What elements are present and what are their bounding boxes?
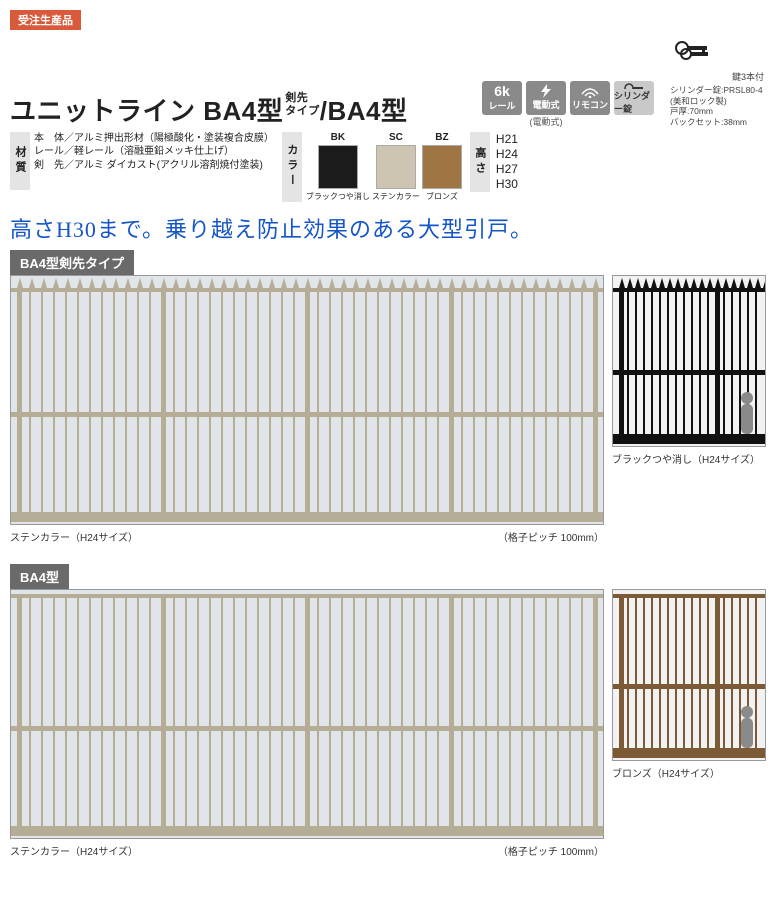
wifi-icon (580, 84, 600, 98)
caption-row: ステンカラー（H24サイズ） （格子ピッチ 100mm） (10, 529, 604, 544)
material-body: 本 体／アルミ押出形材（陽極酸化・塗装複合皮膜） レール／軽レール（溶融亜鉛メッ… (34, 132, 274, 190)
cyl-line3: 戸厚:70mm (670, 106, 763, 117)
swatch-box (318, 145, 358, 189)
photo-frame (10, 275, 604, 525)
height-list: H21H24H27H30 (496, 132, 518, 192)
title-main-text: ユニットライン BA4型 (10, 96, 283, 126)
height-head: 高さ (470, 132, 490, 192)
height-item: H24 (496, 147, 518, 162)
height-item: H30 (496, 177, 518, 192)
remote-label: リモコン (572, 98, 608, 111)
caption-right: （格子ピッチ 100mm） (498, 529, 604, 544)
title-subtype: 剣先タイプ (285, 92, 320, 116)
swatch-code: BK (331, 132, 345, 143)
material-block: 材質 本 体／アルミ押出形材（陽極酸化・塗装複合皮膜） レール／軽レール（溶融亜… (10, 132, 274, 190)
swatch-name: ブラックつや消し (306, 191, 370, 202)
caption-row: ブロンズ（H24サイズ） (612, 765, 766, 780)
gate-illustration (11, 590, 603, 838)
color-swatches: BK ブラックつや消し SC ステンカラー BZ ブロンズ (306, 132, 462, 202)
gate-illustration (613, 590, 765, 760)
specs-row: 材質 本 体／アルミ押出形材（陽極酸化・塗装複合皮膜） レール／軽レール（溶融亜… (10, 132, 764, 202)
person-silhouette (741, 706, 753, 748)
gate-illustration (613, 276, 765, 446)
swatch-bz: BZ ブロンズ (422, 132, 462, 202)
height-block: 高さ H21H24H27H30 (470, 132, 518, 192)
keys-note: 鍵3本付 (732, 70, 764, 83)
feature-electric: 電動式 (電動式) (526, 81, 566, 128)
side-photo: ブラックつや消し（H24サイズ） (612, 275, 766, 544)
photo-frame (612, 275, 766, 447)
swatch-sc: SC ステンカラー (372, 132, 420, 202)
swatch-name: ブロンズ (426, 191, 458, 202)
material-line2: レール／軽レール（溶融亜鉛メッキ仕上げ） (34, 145, 274, 159)
main-photo: ステンカラー（H24サイズ） （格子ピッチ 100mm） (10, 589, 604, 858)
section-title: BA4型 (10, 564, 69, 589)
material-head: 材質 (10, 132, 30, 190)
swatch-box (376, 145, 416, 189)
caption-left: ステンカラー（H24サイズ） (10, 529, 138, 544)
badge-made-to-order: 受注生産品 (10, 10, 81, 30)
photo-frame (10, 589, 604, 839)
cyl-line4: バックセット:38mm (670, 117, 763, 128)
person-silhouette (741, 392, 753, 434)
cylinder-label: シリンダー錠 (614, 89, 654, 115)
height-item: H21 (496, 132, 518, 147)
swatch-bk: BK ブラックつや消し (306, 132, 370, 202)
cylinder-info: 鍵3本付 シリンダー錠:PRSL80-4 (美和ロック製) 戸厚:70mm バッ… (670, 36, 764, 128)
swatch-code: BZ (435, 132, 448, 143)
section: BA4型剣先タイプ ステンカラー（H24サイズ） （格子ピッチ 100mm） (10, 250, 764, 544)
feature-cylinder: シリンダー錠 (614, 81, 654, 128)
main-photo: ステンカラー（H24サイズ） （格子ピッチ 100mm） (10, 275, 604, 544)
caption-row: ブラックつや消し（H24サイズ） (612, 451, 766, 466)
color-block: カラー BK ブラックつや消し SC ステンカラー BZ ブロンズ (282, 132, 462, 202)
caption-left: ブラックつや消し（H24サイズ） (612, 451, 760, 466)
rail-small: レール (488, 99, 515, 112)
title-separator: /BA4型 (320, 96, 408, 126)
caption-left: ブロンズ（H24サイズ） (612, 765, 720, 780)
cyl-line2: (美和ロック製) (670, 96, 763, 107)
rail-big: 6k (494, 83, 510, 99)
feature-icons: 6kレール 電動式 (電動式) リモコン シリンダー錠 (482, 81, 654, 128)
material-line1: 本 体／アルミ押出形材（陽極酸化・塗装複合皮膜） (34, 132, 274, 146)
swatch-name: ステンカラー (372, 191, 420, 202)
key-icon (623, 81, 645, 89)
color-head: カラー (282, 132, 302, 202)
bolt-icon (537, 84, 555, 98)
electric-sub: (電動式) (530, 115, 563, 128)
feature-remote: リモコン (570, 81, 610, 128)
photo-frame (612, 589, 766, 761)
swatch-box (422, 145, 462, 189)
product-title: ユニットライン BA4型剣先タイプ/BA4型 (10, 91, 408, 128)
caption-left: ステンカラー（H24サイズ） (10, 843, 138, 858)
gallery: ステンカラー（H24サイズ） （格子ピッチ 100mm） ブラックつや消し（H2… (10, 275, 764, 544)
section: BA4型 ステンカラー（H24サイズ） （格子ピッチ 100mm） (10, 564, 764, 858)
side-photo: ブロンズ（H24サイズ） (612, 589, 766, 858)
feature-rail: 6kレール (482, 81, 522, 128)
section-title: BA4型剣先タイプ (10, 250, 134, 275)
headline: 高さH30まで。乗り越え防止効果のある大型引戸。 (10, 212, 764, 244)
gallery: ステンカラー（H24サイズ） （格子ピッチ 100mm） ブロンズ（H24サイズ… (10, 589, 764, 858)
title-subtype-2: タイプ (285, 105, 320, 117)
cyl-line1: シリンダー錠:PRSL80-4 (670, 85, 763, 96)
caption-right: （格子ピッチ 100mm） (498, 843, 604, 858)
gate-illustration (11, 276, 603, 524)
cylinder-spec-text: シリンダー錠:PRSL80-4 (美和ロック製) 戸厚:70mm バックセット:… (670, 85, 763, 128)
title-subtype-1: 剣先 (285, 92, 308, 104)
swatch-code: SC (389, 132, 403, 143)
title-row: ユニットライン BA4型剣先タイプ/BA4型 6kレール 電動式 (電動式) リ… (10, 36, 764, 128)
caption-row: ステンカラー（H24サイズ） （格子ピッチ 100mm） (10, 843, 604, 858)
keys-icon (670, 36, 718, 68)
electric-label: 電動式 (532, 98, 559, 111)
material-line3: 剣 先／アルミ ダイカスト(アクリル溶剤焼付塗装) (34, 159, 274, 173)
height-item: H27 (496, 162, 518, 177)
